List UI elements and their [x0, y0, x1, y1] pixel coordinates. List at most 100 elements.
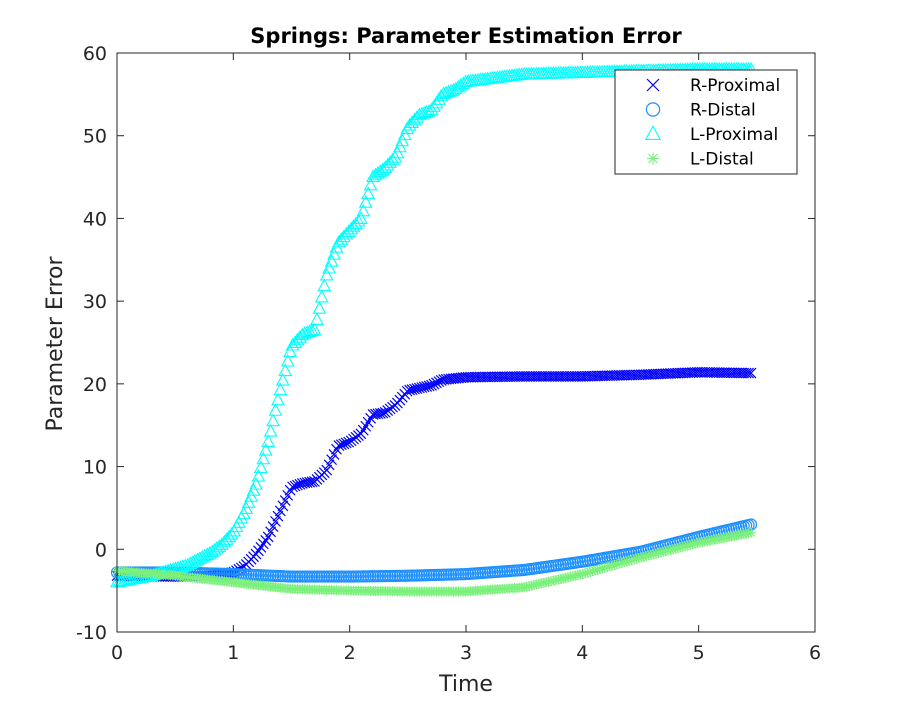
- data-point: [624, 555, 635, 566]
- data-point: [446, 82, 461, 96]
- data-point: [312, 301, 327, 314]
- data-point: [645, 102, 661, 117]
- data-point: [533, 578, 544, 589]
- data-point: [536, 578, 547, 589]
- data-point: [266, 413, 280, 427]
- data-point: [638, 551, 649, 562]
- data-point: [531, 579, 542, 590]
- data-point: [553, 574, 564, 585]
- data-point: [241, 495, 256, 508]
- y-axis-label: Parameter Error: [43, 256, 68, 432]
- data-point: [200, 547, 215, 560]
- data-point: [183, 556, 198, 570]
- data-point: [572, 570, 583, 581]
- data-point: [647, 152, 659, 165]
- data-point: [646, 549, 657, 560]
- data-point: [278, 363, 293, 377]
- data-point: [304, 476, 316, 488]
- data-point: [541, 577, 552, 588]
- data-point: [524, 581, 535, 592]
- data-point: [565, 571, 576, 582]
- data-point: [410, 110, 424, 123]
- y-tick-label: 50: [83, 126, 107, 148]
- data-point: [363, 177, 378, 191]
- x-tick-label: 4: [576, 642, 588, 664]
- data-point: [358, 195, 373, 208]
- data-point: [626, 555, 637, 566]
- chart-title: Springs: Parameter Estimation Error: [250, 24, 682, 48]
- data-point: [327, 246, 341, 260]
- data-point: [321, 464, 333, 476]
- data-point: [328, 449, 340, 460]
- data-point: [604, 561, 615, 572]
- data-point: [628, 554, 639, 565]
- data-point: [621, 556, 632, 567]
- data-point: [519, 582, 530, 593]
- data-point: [373, 164, 388, 177]
- data-point: [543, 576, 554, 587]
- data-point: [660, 546, 671, 557]
- data-point: [568, 571, 579, 582]
- legend-label: L-Proximal: [690, 125, 778, 145]
- data-point: [644, 125, 662, 140]
- data-point: [258, 442, 273, 456]
- data-point: [655, 547, 666, 558]
- data-point: [575, 569, 586, 580]
- x-tick-label: 0: [111, 642, 123, 664]
- x-axis-label: Time: [438, 672, 493, 697]
- data-point: [521, 581, 532, 592]
- data-point: [267, 521, 279, 532]
- data-point: [550, 575, 561, 586]
- data-point: [663, 545, 674, 556]
- data-point: [392, 139, 407, 153]
- data-point: [251, 468, 266, 482]
- data-point: [190, 552, 205, 566]
- data-point: [326, 454, 338, 466]
- data-point: [188, 553, 202, 567]
- data-point: [746, 527, 757, 538]
- data-point: [279, 495, 291, 506]
- data-point: [302, 324, 317, 337]
- x-tick-label: 3: [460, 642, 472, 664]
- data-point: [307, 322, 322, 336]
- data-point: [643, 550, 654, 561]
- data-point: [609, 559, 620, 570]
- data-point: [271, 392, 285, 406]
- data-point: [599, 562, 610, 573]
- series-l-distal: [112, 527, 757, 597]
- data-point: [548, 575, 559, 586]
- data-point: [648, 549, 659, 560]
- data-point: [422, 103, 437, 117]
- data-point: [385, 152, 400, 166]
- data-point: [689, 538, 700, 549]
- x-tick-label: 6: [809, 642, 821, 664]
- data-point: [280, 353, 295, 367]
- data-point: [283, 344, 298, 358]
- data-point: [670, 543, 681, 554]
- data-point: [650, 548, 661, 559]
- data-point: [375, 162, 390, 176]
- data-point: [687, 539, 698, 550]
- data-point: [244, 489, 259, 502]
- data-point: [317, 278, 332, 292]
- y-tick-label: 30: [83, 291, 107, 313]
- data-point: [546, 576, 557, 587]
- data-point: [594, 564, 605, 575]
- data-point: [319, 267, 334, 281]
- legend: R-Proximal R-Distal L-Proximal L-Distal: [614, 69, 798, 175]
- data-point: [743, 367, 755, 379]
- data-point: [589, 565, 600, 576]
- data-point: [526, 580, 537, 591]
- data-point: [249, 476, 263, 490]
- x-tick-label: 2: [344, 642, 356, 664]
- data-point: [351, 213, 366, 227]
- legend-item: L-Distal: [647, 150, 754, 170]
- data-point: [602, 562, 613, 573]
- data-point: [587, 566, 598, 577]
- y-tick-label: 20: [83, 374, 107, 396]
- data-point: [619, 557, 630, 568]
- data-point: [558, 573, 569, 584]
- data-point: [607, 560, 618, 571]
- data-point: [555, 573, 566, 584]
